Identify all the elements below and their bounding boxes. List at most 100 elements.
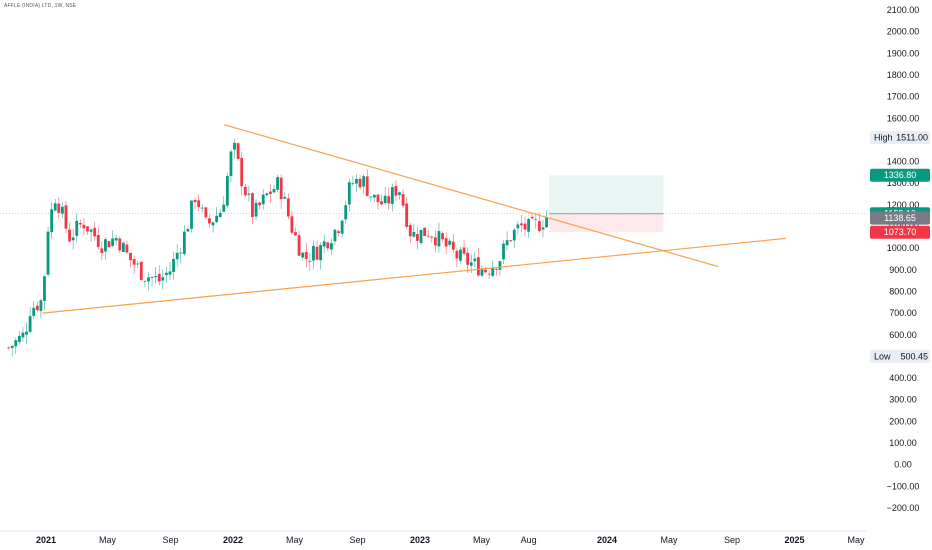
candle-body[interactable] [197,200,201,208]
candle-body[interactable] [502,243,505,260]
candle-body[interactable] [537,221,541,232]
candle-body[interactable] [301,252,305,258]
candle-body[interactable] [344,205,348,220]
candle-body[interactable] [172,259,175,272]
candle-body[interactable] [373,194,376,198]
candle-body[interactable] [376,194,380,203]
candle-body[interactable] [473,258,477,262]
candle-body[interactable] [39,300,43,311]
candle-body[interactable] [512,229,516,241]
candle-body[interactable] [28,316,32,332]
candle-body[interactable] [154,276,158,278]
candle-body[interactable] [441,233,444,240]
candle-body[interactable] [498,261,502,270]
candle-body[interactable] [380,201,383,205]
candle-body[interactable] [104,239,107,252]
candle-body[interactable] [186,228,190,232]
candle-body[interactable] [505,240,509,246]
candle-body[interactable] [150,277,154,278]
trendline-resistance[interactable] [224,124,719,268]
candle-body[interactable] [68,229,71,242]
candle-body[interactable] [222,204,226,212]
candle-body[interactable] [530,216,534,219]
candle-body[interactable] [139,261,143,281]
candle-body[interactable] [218,212,222,218]
candle-body[interactable] [355,178,358,184]
trendline-support[interactable] [42,237,786,314]
candle-body[interactable] [21,332,25,338]
candle-body[interactable] [322,241,326,247]
candle-body[interactable] [451,241,455,250]
candle-body[interactable] [545,216,548,228]
candle-body[interactable] [193,199,197,203]
candle-body[interactable] [369,196,373,198]
candle-body[interactable] [125,244,129,253]
candle-body[interactable] [448,240,452,245]
candle-body[interactable] [265,193,269,196]
candle-body[interactable] [423,227,427,237]
candle-body[interactable] [143,280,147,282]
candle-body[interactable] [93,227,97,237]
candle-body[interactable] [7,347,10,349]
candle-body[interactable] [43,276,46,301]
candle-body[interactable] [107,241,111,248]
candle-body[interactable] [520,223,523,226]
candle-body[interactable] [147,277,150,282]
candle-body[interactable] [86,226,89,232]
candle-body[interactable] [182,231,186,255]
candle-body[interactable] [75,220,79,236]
candle-body[interactable] [459,249,462,261]
candle-body[interactable] [387,196,391,204]
candle-body[interactable] [347,182,351,205]
candle-body[interactable] [394,185,398,196]
candle-body[interactable] [337,231,340,233]
candle-body[interactable] [78,222,82,225]
candle-body[interactable] [430,236,434,238]
candle-body[interactable] [132,259,136,265]
candle-body[interactable] [261,194,265,205]
candle-body[interactable] [494,268,498,270]
candle-body[interactable] [240,157,244,187]
candle-body[interactable] [269,191,272,194]
candle-body[interactable] [279,177,283,200]
candle-body[interactable] [179,252,183,254]
candle-body[interactable] [64,205,68,229]
candle-body[interactable] [57,203,61,213]
target-zone[interactable] [549,175,664,214]
candle-body[interactable] [491,267,495,276]
candle-body[interactable] [304,252,308,259]
candle-body[interactable] [161,277,165,281]
candle-body[interactable] [204,207,208,218]
candle-body[interactable] [276,177,279,190]
candle-body[interactable] [254,202,258,217]
candle-body[interactable] [286,198,290,217]
candle-body[interactable] [251,193,254,217]
candle-body[interactable] [35,305,39,311]
candle-body[interactable] [190,200,193,229]
candle-body[interactable] [215,215,219,223]
candle-body[interactable] [416,234,419,241]
candle-body[interactable] [272,189,276,193]
candle-body[interactable] [358,178,362,188]
candle-body[interactable] [96,234,100,247]
candle-body[interactable] [111,238,115,246]
candle-body[interactable] [308,261,312,262]
candle-body[interactable] [258,202,262,206]
candle-body[interactable] [534,219,538,221]
candle-body[interactable] [60,206,64,214]
candle-body[interactable] [312,245,315,261]
candle-body[interactable] [329,243,333,250]
candle-body[interactable] [383,195,387,204]
candle-body[interactable] [319,244,323,261]
candle-body[interactable] [290,216,294,233]
candle-body[interactable] [100,248,104,254]
candle-body[interactable] [14,340,18,347]
candle-body[interactable] [247,193,251,195]
candle-body[interactable] [480,268,484,276]
candle-body[interactable] [225,175,229,206]
candle-body[interactable] [527,218,531,232]
candle-body[interactable] [351,183,355,185]
candle-body[interactable] [390,187,394,204]
candle-body[interactable] [82,224,86,229]
